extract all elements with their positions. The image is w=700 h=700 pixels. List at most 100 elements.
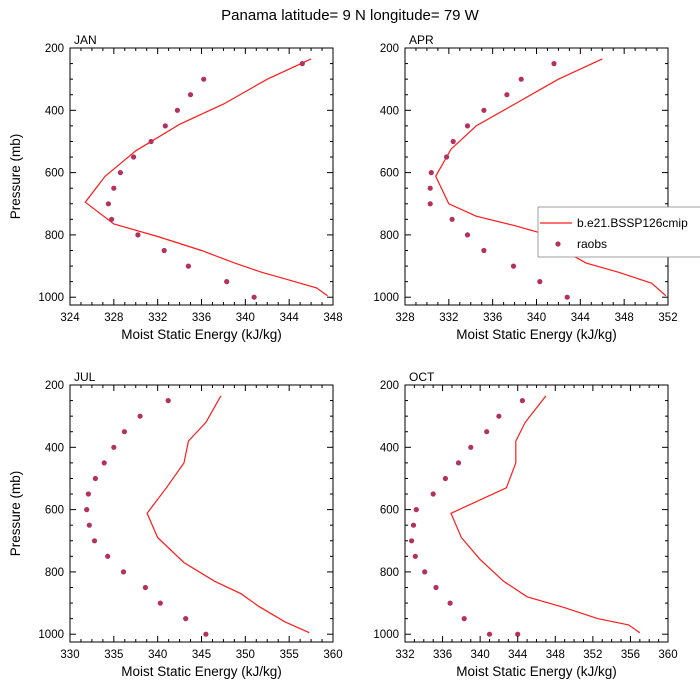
y-tick-label: 600 bbox=[45, 168, 64, 180]
panel-label: OCT bbox=[409, 370, 435, 384]
y-tick-label: 400 bbox=[380, 105, 399, 117]
model-line bbox=[435, 58, 667, 297]
y-tick-label: 800 bbox=[380, 567, 399, 579]
x-tick-label: 350 bbox=[236, 649, 255, 661]
raobs-point bbox=[515, 631, 521, 637]
x-tick-label: 345 bbox=[192, 649, 211, 661]
y-tick-label: 800 bbox=[45, 567, 64, 579]
raobs-point bbox=[142, 584, 148, 591]
raobs-point bbox=[412, 553, 418, 559]
raobs-point bbox=[481, 247, 487, 254]
raobs-point bbox=[464, 232, 471, 238]
y-axis-label: Pressure (mb) bbox=[8, 134, 23, 220]
raobs-point bbox=[461, 616, 467, 622]
raobs-point bbox=[224, 279, 230, 285]
raobs-point bbox=[464, 123, 471, 129]
raobs-point bbox=[468, 444, 474, 450]
raobs-point bbox=[105, 553, 111, 559]
x-tick-label: 340 bbox=[236, 312, 255, 324]
raobs-point bbox=[433, 584, 439, 591]
raobs-point bbox=[410, 522, 417, 528]
raobs-point bbox=[183, 616, 189, 622]
y-tick-label: 800 bbox=[380, 230, 399, 242]
x-tick-label: 328 bbox=[104, 312, 123, 324]
x-tick-label: 335 bbox=[104, 649, 123, 661]
panel-oct: 332 336 340 344 348 352 356 360 200 400 600 800 1000… bbox=[373, 370, 677, 679]
raobs-point bbox=[92, 475, 98, 482]
y-tick-label: 1000 bbox=[38, 629, 64, 641]
raobs-point bbox=[427, 185, 433, 191]
x-tick-label: 340 bbox=[148, 649, 167, 661]
x-tick-label: 332 bbox=[439, 312, 458, 324]
raobs-point bbox=[486, 631, 493, 637]
raobs-point bbox=[117, 170, 123, 176]
y-tick-label: 600 bbox=[380, 168, 399, 180]
raobs-point bbox=[422, 569, 428, 575]
raobs-point bbox=[430, 491, 436, 497]
legend-box bbox=[537, 206, 700, 258]
model-line bbox=[450, 395, 641, 634]
raobs-point bbox=[85, 491, 91, 497]
panel-label: JUL bbox=[74, 370, 96, 384]
raobs-point bbox=[201, 76, 207, 82]
raobs-point bbox=[165, 398, 171, 404]
raobs-point bbox=[299, 61, 305, 67]
y-tick-label: 200 bbox=[380, 380, 399, 392]
x-tick-label: 356 bbox=[621, 649, 640, 661]
x-axis-label: Moist Static Energy (kJ/kg) bbox=[121, 327, 282, 342]
raobs-point bbox=[444, 154, 450, 160]
raobs-point bbox=[105, 201, 111, 207]
raobs-point bbox=[496, 413, 502, 419]
x-tick-label: 344 bbox=[508, 649, 528, 661]
x-tick-label: 340 bbox=[471, 649, 490, 661]
y-tick-label: 400 bbox=[45, 105, 64, 117]
y-tick-label: 400 bbox=[380, 442, 399, 454]
panel-label: JAN bbox=[74, 33, 97, 47]
model-line bbox=[146, 395, 310, 634]
x-tick-label: 336 bbox=[192, 312, 211, 324]
x-axis-label: Moist Static Energy (kJ/kg) bbox=[456, 664, 617, 679]
raobs-point bbox=[148, 138, 154, 145]
raobs-point bbox=[455, 460, 462, 466]
raobs-point bbox=[162, 123, 168, 129]
y-tick-label: 800 bbox=[45, 230, 64, 242]
raobs-point bbox=[101, 460, 107, 466]
raobs-point bbox=[413, 507, 419, 513]
legend: b.e21.BSSP126cmip raobs bbox=[537, 206, 700, 258]
panel-jul: 330 335 340 345 350 355 360 200 400 600 800 1000 JUL… bbox=[8, 370, 343, 679]
raobs-point bbox=[86, 522, 92, 528]
x-tick-label: 348 bbox=[615, 312, 634, 324]
x-tick-label: 355 bbox=[280, 649, 299, 661]
raobs-point bbox=[137, 413, 143, 419]
raobs-point bbox=[409, 538, 415, 544]
raobs-point bbox=[427, 201, 433, 207]
raobs-point bbox=[251, 294, 257, 300]
raobs-point bbox=[203, 631, 209, 637]
raobs-point bbox=[449, 216, 455, 222]
raobs-point bbox=[564, 294, 570, 300]
raobs-point bbox=[185, 263, 191, 269]
x-tick-label: 344 bbox=[571, 312, 591, 324]
x-tick-label: 332 bbox=[395, 649, 414, 661]
model-line bbox=[84, 58, 328, 297]
x-tick-label: 352 bbox=[658, 312, 677, 324]
raobs-point bbox=[551, 61, 557, 67]
x-tick-label: 340 bbox=[527, 312, 546, 324]
raobs-point bbox=[518, 76, 524, 82]
raobs-point bbox=[428, 170, 434, 176]
y-tick-label: 1000 bbox=[38, 292, 64, 304]
raobs-point bbox=[161, 247, 167, 254]
x-axis-label: Moist Static Energy (kJ/kg) bbox=[121, 664, 282, 679]
legend-point-swatch bbox=[555, 241, 561, 247]
y-tick-label: 600 bbox=[380, 505, 399, 517]
x-tick-label: 324 bbox=[60, 312, 80, 324]
raobs-point bbox=[537, 279, 543, 285]
raobs-point bbox=[504, 92, 510, 98]
x-tick-label: 328 bbox=[395, 312, 414, 324]
plot-frame bbox=[404, 384, 669, 643]
raobs-point bbox=[450, 138, 456, 145]
raobs-point bbox=[481, 107, 487, 113]
raobs-point bbox=[84, 507, 90, 513]
raobs-point bbox=[109, 216, 115, 222]
